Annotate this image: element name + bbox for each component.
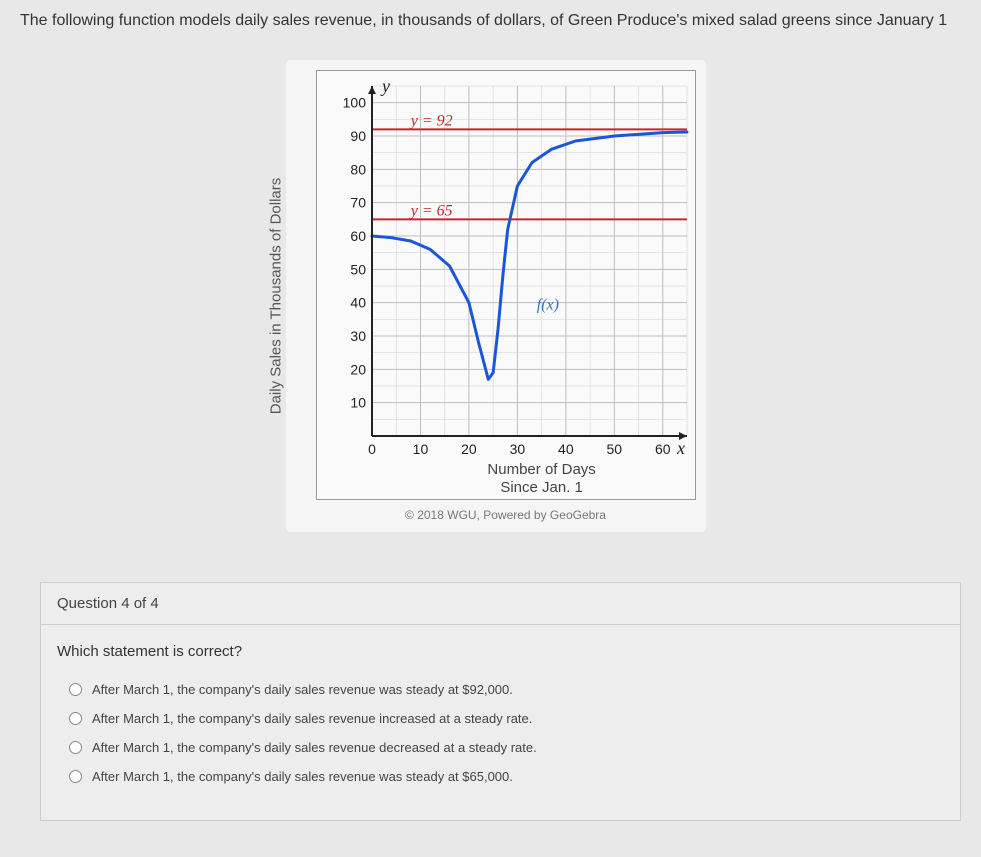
svg-text:50: 50	[606, 441, 622, 457]
option-row[interactable]: After March 1, the company's daily sales…	[69, 740, 944, 755]
svg-text:20: 20	[350, 361, 366, 377]
option-row[interactable]: After March 1, the company's daily sales…	[69, 711, 944, 726]
radio-icon[interactable]	[69, 712, 82, 725]
svg-text:x: x	[676, 438, 685, 458]
svg-text:40: 40	[558, 441, 574, 457]
svg-text:y: y	[380, 76, 390, 96]
radio-icon[interactable]	[69, 741, 82, 754]
svg-text:10: 10	[350, 395, 366, 411]
options-list: After March 1, the company's daily sales…	[57, 682, 944, 784]
svg-text:60: 60	[350, 228, 366, 244]
svg-text:60: 60	[654, 441, 670, 457]
svg-text:y = 65: y = 65	[408, 202, 452, 219]
problem-text: The following function models daily sale…	[10, 12, 981, 30]
option-text: After March 1, the company's daily sales…	[92, 740, 537, 755]
chart-credit: © 2018 WGU, Powered by GeoGebra	[316, 508, 696, 522]
svg-text:10: 10	[412, 441, 428, 457]
question-box: Question 4 of 4 Which statement is corre…	[40, 582, 961, 821]
svg-text:100: 100	[342, 95, 366, 111]
question-stem: Which statement is correct?	[57, 643, 944, 660]
radio-icon[interactable]	[69, 683, 82, 696]
svg-text:50: 50	[350, 261, 366, 277]
option-text: After March 1, the company's daily sales…	[92, 682, 513, 697]
svg-text:f(x): f(x)	[536, 296, 558, 313]
y-axis-label: Daily Sales in Thousands of Dollars	[267, 178, 284, 415]
svg-text:Since Jan. 1: Since Jan. 1	[500, 479, 583, 496]
svg-text:20: 20	[461, 441, 477, 457]
chart-svg: y = 92 y = 65 f(x) y x 10 20 30 40 50 60 70 80 90 100 0…	[316, 70, 696, 500]
svg-text:80: 80	[350, 161, 366, 177]
option-text: After March 1, the company's daily sales…	[92, 711, 532, 726]
option-text: After March 1, the company's daily sales…	[92, 769, 513, 784]
question-counter: Question 4 of 4	[41, 583, 960, 625]
option-row[interactable]: After March 1, the company's daily sales…	[69, 769, 944, 784]
svg-text:30: 30	[350, 328, 366, 344]
svg-text:y = 92: y = 92	[408, 112, 452, 129]
radio-icon[interactable]	[69, 770, 82, 783]
svg-text:0: 0	[368, 441, 376, 457]
svg-text:70: 70	[350, 195, 366, 211]
svg-text:40: 40	[350, 295, 366, 311]
option-row[interactable]: After March 1, the company's daily sales…	[69, 682, 944, 697]
svg-text:Number of Days: Number of Days	[487, 461, 595, 478]
svg-text:90: 90	[350, 128, 366, 144]
svg-text:30: 30	[509, 441, 525, 457]
chart-container: Daily Sales in Thousands of Dollars y = …	[286, 60, 706, 532]
